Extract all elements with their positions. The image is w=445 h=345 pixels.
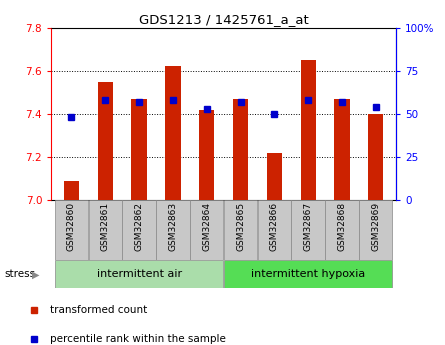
Text: intermittent hypoxia: intermittent hypoxia — [251, 269, 365, 279]
Text: ▶: ▶ — [32, 269, 40, 279]
Bar — [64, 181, 79, 200]
Text: GSM32860: GSM32860 — [67, 202, 76, 251]
Text: GSM32866: GSM32866 — [270, 202, 279, 251]
Text: GSM32862: GSM32862 — [134, 202, 144, 251]
Bar — [131, 99, 147, 200]
Bar — [122, 200, 156, 260]
Bar — [190, 200, 223, 260]
Bar — [199, 109, 214, 200]
Text: stress: stress — [4, 269, 36, 279]
Text: transformed count: transformed count — [50, 305, 148, 315]
Bar — [156, 200, 190, 260]
Bar — [55, 200, 88, 260]
Text: GSM32864: GSM32864 — [202, 202, 211, 251]
Text: GSM32865: GSM32865 — [236, 202, 245, 251]
Text: GSM32869: GSM32869 — [371, 202, 380, 251]
Bar — [291, 200, 325, 260]
Bar — [368, 114, 384, 200]
Text: percentile rank within the sample: percentile rank within the sample — [50, 334, 226, 344]
Bar — [55, 260, 223, 288]
Text: GSM32868: GSM32868 — [337, 202, 347, 251]
Text: GSM32861: GSM32861 — [101, 202, 110, 251]
Bar — [334, 99, 350, 200]
Text: intermittent air: intermittent air — [97, 269, 182, 279]
Text: GSM32867: GSM32867 — [303, 202, 313, 251]
Bar — [325, 200, 359, 260]
Bar — [165, 66, 181, 200]
Bar — [89, 200, 122, 260]
Bar — [224, 260, 392, 288]
Bar — [359, 200, 392, 260]
Bar — [258, 200, 291, 260]
Bar — [300, 60, 316, 200]
Text: GSM32863: GSM32863 — [168, 202, 178, 251]
Bar — [267, 152, 282, 200]
Bar — [224, 200, 257, 260]
Title: GDS1213 / 1425761_a_at: GDS1213 / 1425761_a_at — [139, 13, 308, 27]
Bar — [97, 81, 113, 200]
Bar — [233, 99, 248, 200]
